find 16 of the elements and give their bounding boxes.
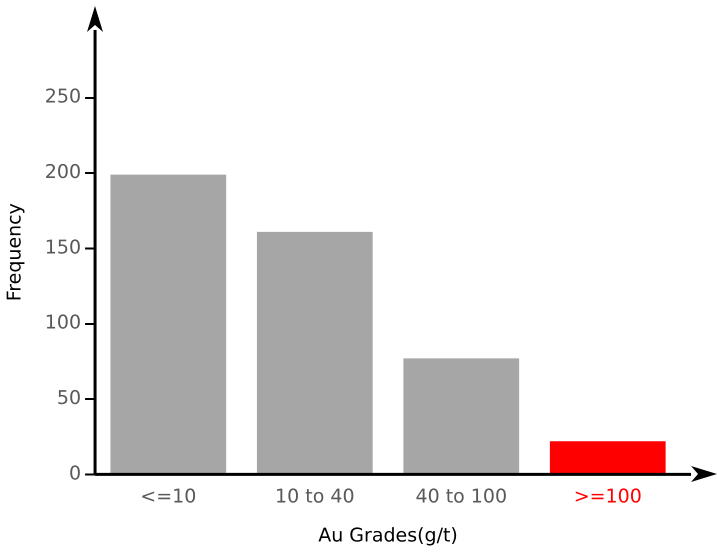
bar <box>256 232 373 474</box>
x-tick-label: <=10 <box>140 486 196 508</box>
y-tick-label: 200 <box>44 161 82 184</box>
x-axis-title: Au Grades(g/t) <box>318 524 458 547</box>
y-tick-label: 150 <box>44 236 82 258</box>
x-tick-label: >=100 <box>574 486 642 508</box>
bar <box>550 441 666 474</box>
x-tick-label: 40 to 100 <box>415 486 508 508</box>
y-tick-label: 100 <box>44 312 82 334</box>
y-tick-label: 0 <box>68 462 82 484</box>
bar <box>403 358 520 474</box>
y-axis-title: Frequency <box>3 203 26 302</box>
y-tick-label: 250 <box>44 86 82 108</box>
x-tick-label: 10 to 40 <box>275 486 355 508</box>
bar <box>110 174 226 474</box>
y-tick-label: 50 <box>56 387 82 410</box>
